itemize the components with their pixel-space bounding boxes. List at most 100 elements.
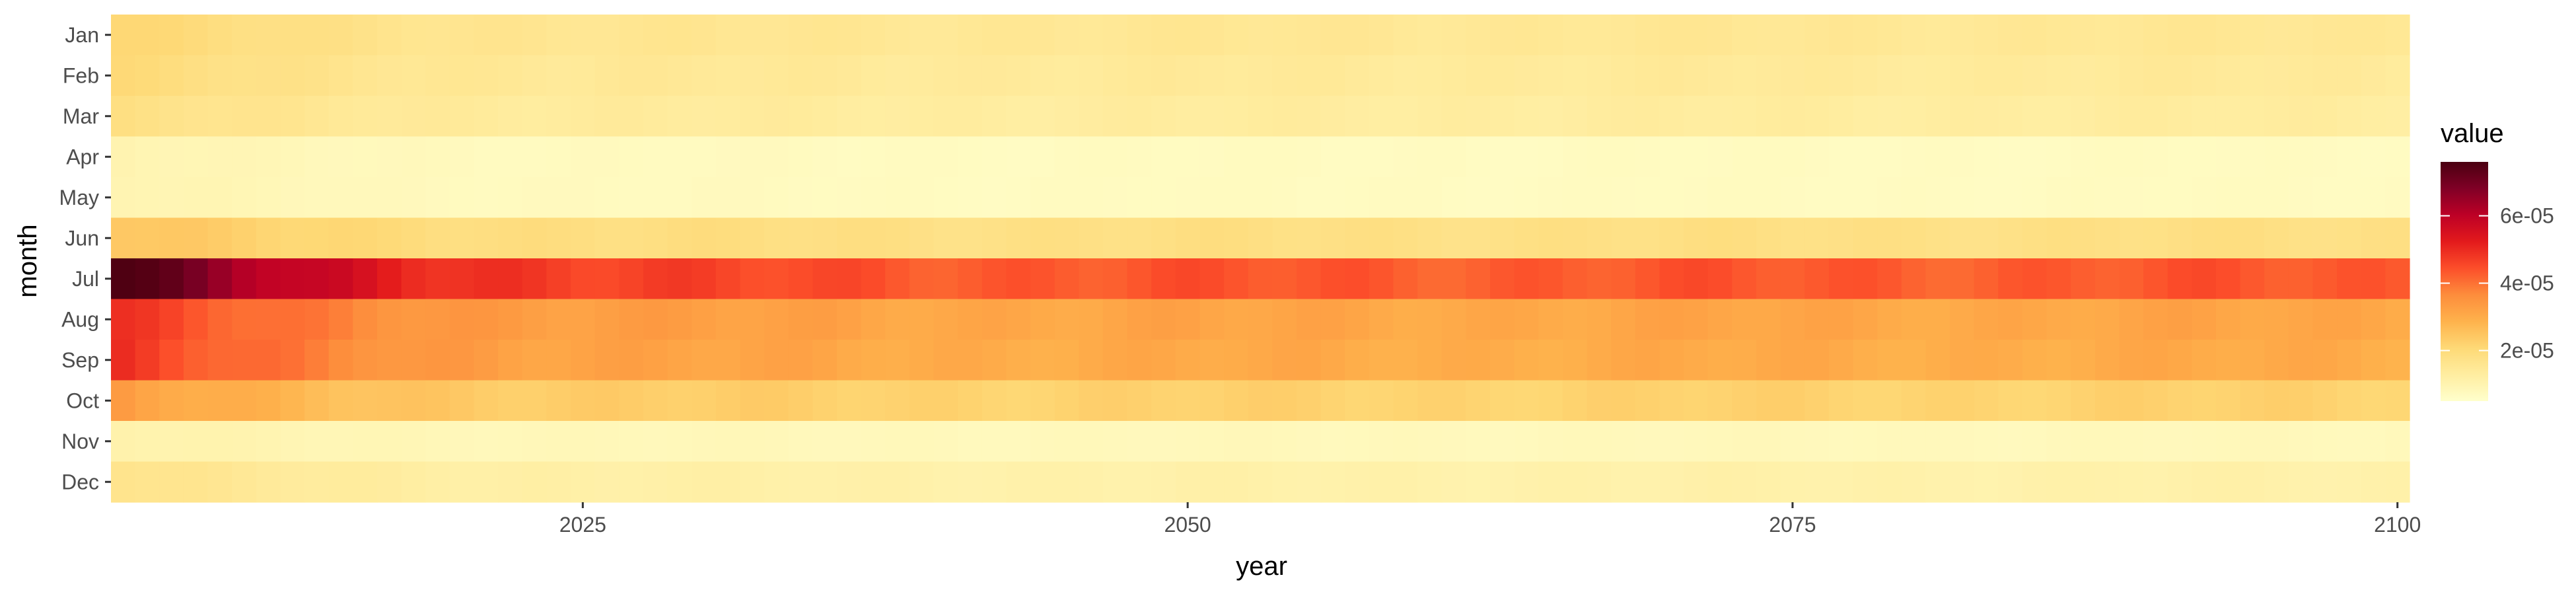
- heatmap-cell: [1805, 299, 1830, 340]
- heatmap-cell: [135, 55, 160, 96]
- heatmap-cell: [425, 299, 450, 340]
- heatmap-cell: [1514, 136, 1539, 178]
- heatmap-cell: [1950, 217, 1975, 259]
- heatmap-cell: [764, 340, 789, 381]
- heatmap-cell: [2094, 15, 2120, 56]
- heatmap-cell: [2264, 421, 2289, 463]
- heatmap-cell: [1030, 177, 1055, 219]
- heatmap-cell: [280, 380, 305, 422]
- heatmap-cell: [1127, 299, 1152, 340]
- heatmap-cell: [2288, 15, 2314, 56]
- heatmap-cell: [2337, 299, 2362, 340]
- heatmap-cell: [643, 461, 668, 503]
- heatmap-cell: [474, 177, 499, 219]
- heatmap-cell: [111, 15, 136, 56]
- heatmap-cell: [2215, 177, 2241, 219]
- heatmap-cell: [1538, 461, 1563, 503]
- heatmap-cell: [2119, 461, 2144, 503]
- heatmap-cell: [1490, 136, 1515, 178]
- heatmap-cell: [982, 258, 1007, 300]
- heatmap-cell: [1684, 421, 1709, 463]
- heatmap-cell: [1393, 461, 1418, 503]
- heatmap-cell: [1805, 461, 1830, 503]
- heatmap-cell: [232, 96, 257, 137]
- heatmap-cell: [2167, 340, 2192, 381]
- heatmap-cell: [207, 217, 233, 259]
- heatmap-cell: [1780, 340, 1805, 381]
- heatmap-cell: [2022, 217, 2048, 259]
- heatmap-cell: [1611, 258, 1636, 300]
- heatmap-cell: [1175, 258, 1201, 300]
- heatmap-cell: [2337, 340, 2362, 381]
- heatmap-cell: [982, 461, 1007, 503]
- heatmap-cell: [861, 299, 886, 340]
- heatmap-cell: [1320, 421, 1345, 463]
- heatmap-cell: [692, 15, 717, 56]
- heatmap-cell: [1828, 340, 1854, 381]
- heatmap-cell: [1054, 299, 1079, 340]
- heatmap-cell: [183, 217, 209, 259]
- y-tick-label: Mar: [63, 104, 99, 128]
- heatmap-cell: [256, 55, 281, 96]
- heatmap-cell: [2022, 177, 2048, 219]
- heatmap-cell: [1925, 340, 1950, 381]
- heatmap-cell: [861, 258, 886, 300]
- heatmap-cell: [764, 177, 789, 219]
- heatmap-cell: [2385, 461, 2410, 503]
- heatmap-cell: [1417, 55, 1443, 96]
- heatmap-cell: [2046, 421, 2071, 463]
- heatmap-cell: [1393, 421, 1418, 463]
- heatmap-cell: [1925, 55, 1950, 96]
- heatmap-cell: [1732, 461, 1757, 503]
- heatmap-cell: [1925, 380, 1950, 422]
- heatmap-cell: [1030, 55, 1055, 96]
- heatmap-cell: [594, 380, 620, 422]
- heatmap-cell: [1925, 217, 1950, 259]
- heatmap-cell: [1030, 299, 1055, 340]
- heatmap-cell: [304, 258, 330, 300]
- heatmap-cell: [232, 217, 257, 259]
- heatmap-cell: [1635, 177, 1661, 219]
- heatmap-cell: [1877, 217, 1902, 259]
- heatmap-cell: [498, 421, 523, 463]
- heatmap-cell: [1079, 55, 1104, 96]
- heatmap-cell: [1587, 340, 1612, 381]
- heatmap-cell: [207, 340, 233, 381]
- heatmap-cell: [1272, 136, 1297, 178]
- heatmap-cell: [619, 461, 644, 503]
- legend-title: value: [2441, 119, 2504, 148]
- heatmap-cell: [425, 340, 450, 381]
- heatmap-cell: [2288, 55, 2314, 96]
- heatmap-cell: [667, 55, 692, 96]
- x-axis-label: year: [1236, 552, 1287, 581]
- heatmap-cell: [449, 299, 475, 340]
- heatmap-cell: [1853, 258, 1878, 300]
- heatmap-cell: [1417, 177, 1443, 219]
- heatmap-cell: [594, 55, 620, 96]
- heatmap-cell: [474, 96, 499, 137]
- heatmap-cell: [1756, 136, 1781, 178]
- heatmap-cell: [2119, 299, 2144, 340]
- heatmap-cell: [1345, 421, 1370, 463]
- heatmap-cell: [1030, 461, 1055, 503]
- heatmap-cell: [1490, 15, 1515, 56]
- heatmap-cell: [1805, 136, 1830, 178]
- heatmap-cell: [2119, 55, 2144, 96]
- heatmap-cell: [1611, 136, 1636, 178]
- heatmap-cell: [1466, 461, 1491, 503]
- heatmap-cell: [1587, 299, 1612, 340]
- heatmap-cell: [1950, 177, 1975, 219]
- heatmap-cell: [2312, 136, 2338, 178]
- heatmap-cell: [1006, 217, 1031, 259]
- heatmap-cell: [183, 15, 209, 56]
- heatmap-cell: [1296, 340, 1322, 381]
- heatmap-cell: [1320, 461, 1345, 503]
- heatmap-cell: [1732, 340, 1757, 381]
- y-tick-label: Jun: [65, 226, 99, 250]
- heatmap-cell: [1320, 96, 1345, 137]
- heatmap-cell: [1030, 421, 1055, 463]
- heatmap-cell: [2167, 380, 2192, 422]
- heatmap-cell: [2215, 380, 2241, 422]
- heatmap-cell: [571, 177, 596, 219]
- heatmap-cell: [1393, 136, 1418, 178]
